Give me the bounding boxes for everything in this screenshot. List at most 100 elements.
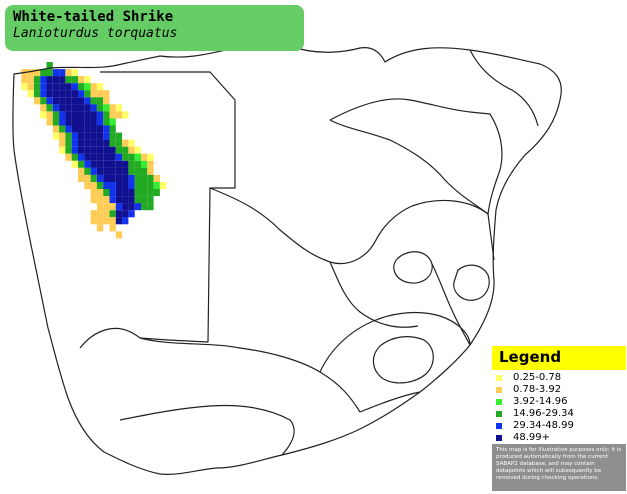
distribution-cell (147, 153, 154, 161)
distribution-cell (46, 69, 53, 77)
distribution-cell (84, 160, 91, 168)
distribution-cell (96, 125, 104, 133)
border-botswana-south (209, 187, 489, 265)
distribution-cell (65, 146, 72, 154)
distribution-cell (90, 83, 97, 91)
distribution-cell (90, 167, 97, 175)
distribution-cell (52, 83, 60, 91)
distribution-cell (84, 104, 91, 112)
distribution-cell (90, 104, 97, 112)
border-zimbabwe-east (487, 169, 501, 215)
distribution-cell (90, 210, 97, 218)
distribution-cell (103, 203, 110, 211)
distribution-cell (109, 160, 116, 168)
distribution-cell (71, 146, 78, 154)
distribution-cell (27, 83, 34, 91)
distribution-cell (141, 189, 148, 197)
distribution-cell (65, 118, 72, 126)
distribution-cell (71, 69, 78, 77)
distribution-cell (84, 97, 91, 105)
distribution-cell (115, 210, 123, 218)
distribution-cell (90, 160, 97, 168)
distribution-cell (46, 118, 53, 126)
distribution-cell (46, 111, 53, 119)
distribution-cell (84, 83, 91, 91)
distribution-cell (90, 125, 97, 133)
distribution-cell (33, 83, 41, 91)
distribution-cell (96, 90, 104, 98)
distribution-cell (115, 203, 123, 211)
distribution-cell (122, 167, 129, 175)
distribution-cell (40, 83, 47, 91)
distribution-cell (90, 118, 97, 126)
border-zimbabwe-zambia (329, 98, 503, 171)
distribution-cell (134, 182, 141, 190)
distribution-cell (46, 62, 53, 70)
distribution-cell (59, 83, 66, 91)
distribution-cell (65, 83, 72, 91)
distribution-cell (103, 132, 110, 140)
distribution-cell (109, 217, 116, 225)
distribution-cell (141, 174, 148, 182)
legend-item: 3.92-14.96 (492, 396, 626, 408)
legend-header: Legend (492, 346, 626, 370)
distribution-cell (115, 146, 123, 154)
legend-label: 0.25-0.78 (513, 372, 562, 383)
distribution-cell (59, 104, 66, 112)
distribution-cell (109, 139, 116, 147)
distribution-cell (40, 111, 47, 119)
distribution-cell (103, 97, 110, 105)
legend-panel: Legend 0.25-0.78 0.78-3.92 3.92-14.96 14… (492, 346, 626, 491)
distribution-cell (59, 90, 66, 98)
distribution-cell (109, 104, 116, 112)
distribution-cell (71, 76, 78, 84)
distribution-cell (84, 76, 91, 84)
legend-swatch (496, 399, 502, 405)
distribution-cell (147, 189, 154, 197)
distribution-cell (65, 132, 72, 140)
border-namibia-botswana (100, 71, 236, 343)
distribution-cell (109, 203, 116, 211)
distribution-cell (78, 90, 85, 98)
distribution-cell (147, 203, 154, 211)
distribution-cell (141, 196, 148, 204)
distribution-cell (46, 97, 53, 105)
distribution-cell (103, 139, 110, 147)
distribution-cell (52, 104, 60, 112)
distribution-cell (128, 174, 135, 182)
legend-item: 0.78-3.92 (492, 384, 626, 396)
province-northern-cape (139, 337, 361, 413)
distribution-cell (52, 132, 60, 140)
distribution-cell (59, 111, 66, 119)
distribution-cell (109, 118, 116, 126)
distribution-cell (40, 76, 47, 84)
distribution-cell (71, 153, 78, 161)
distribution-cell (122, 196, 129, 204)
distribution-cell (128, 146, 135, 154)
distribution-cell (109, 153, 116, 161)
distribution-cell (103, 125, 110, 133)
distribution-cell (147, 174, 154, 182)
distribution-cell (141, 203, 148, 211)
distribution-cell (134, 146, 141, 154)
distribution-cell (122, 160, 129, 168)
distribution-cell (90, 90, 97, 98)
distribution-cell (65, 76, 72, 84)
distribution-cell (109, 146, 116, 154)
distribution-cell (59, 132, 66, 140)
distribution-cell (103, 182, 110, 190)
distribution-cell (122, 210, 129, 218)
distribution-cell (147, 196, 154, 204)
distribution-cell (96, 160, 104, 168)
distribution-cell (52, 111, 60, 119)
province-gauteng (393, 251, 433, 284)
distribution-cell (96, 224, 104, 232)
legend-swatch (496, 423, 502, 429)
legend-disclaimer-text: This map is for illustrative purposes on… (496, 447, 622, 481)
distribution-cell (141, 160, 148, 168)
distribution-cell (46, 90, 53, 98)
distribution-cell (141, 182, 148, 190)
distribution-cell (52, 76, 60, 84)
distribution-cell (78, 174, 85, 182)
distribution-cell (90, 217, 97, 225)
